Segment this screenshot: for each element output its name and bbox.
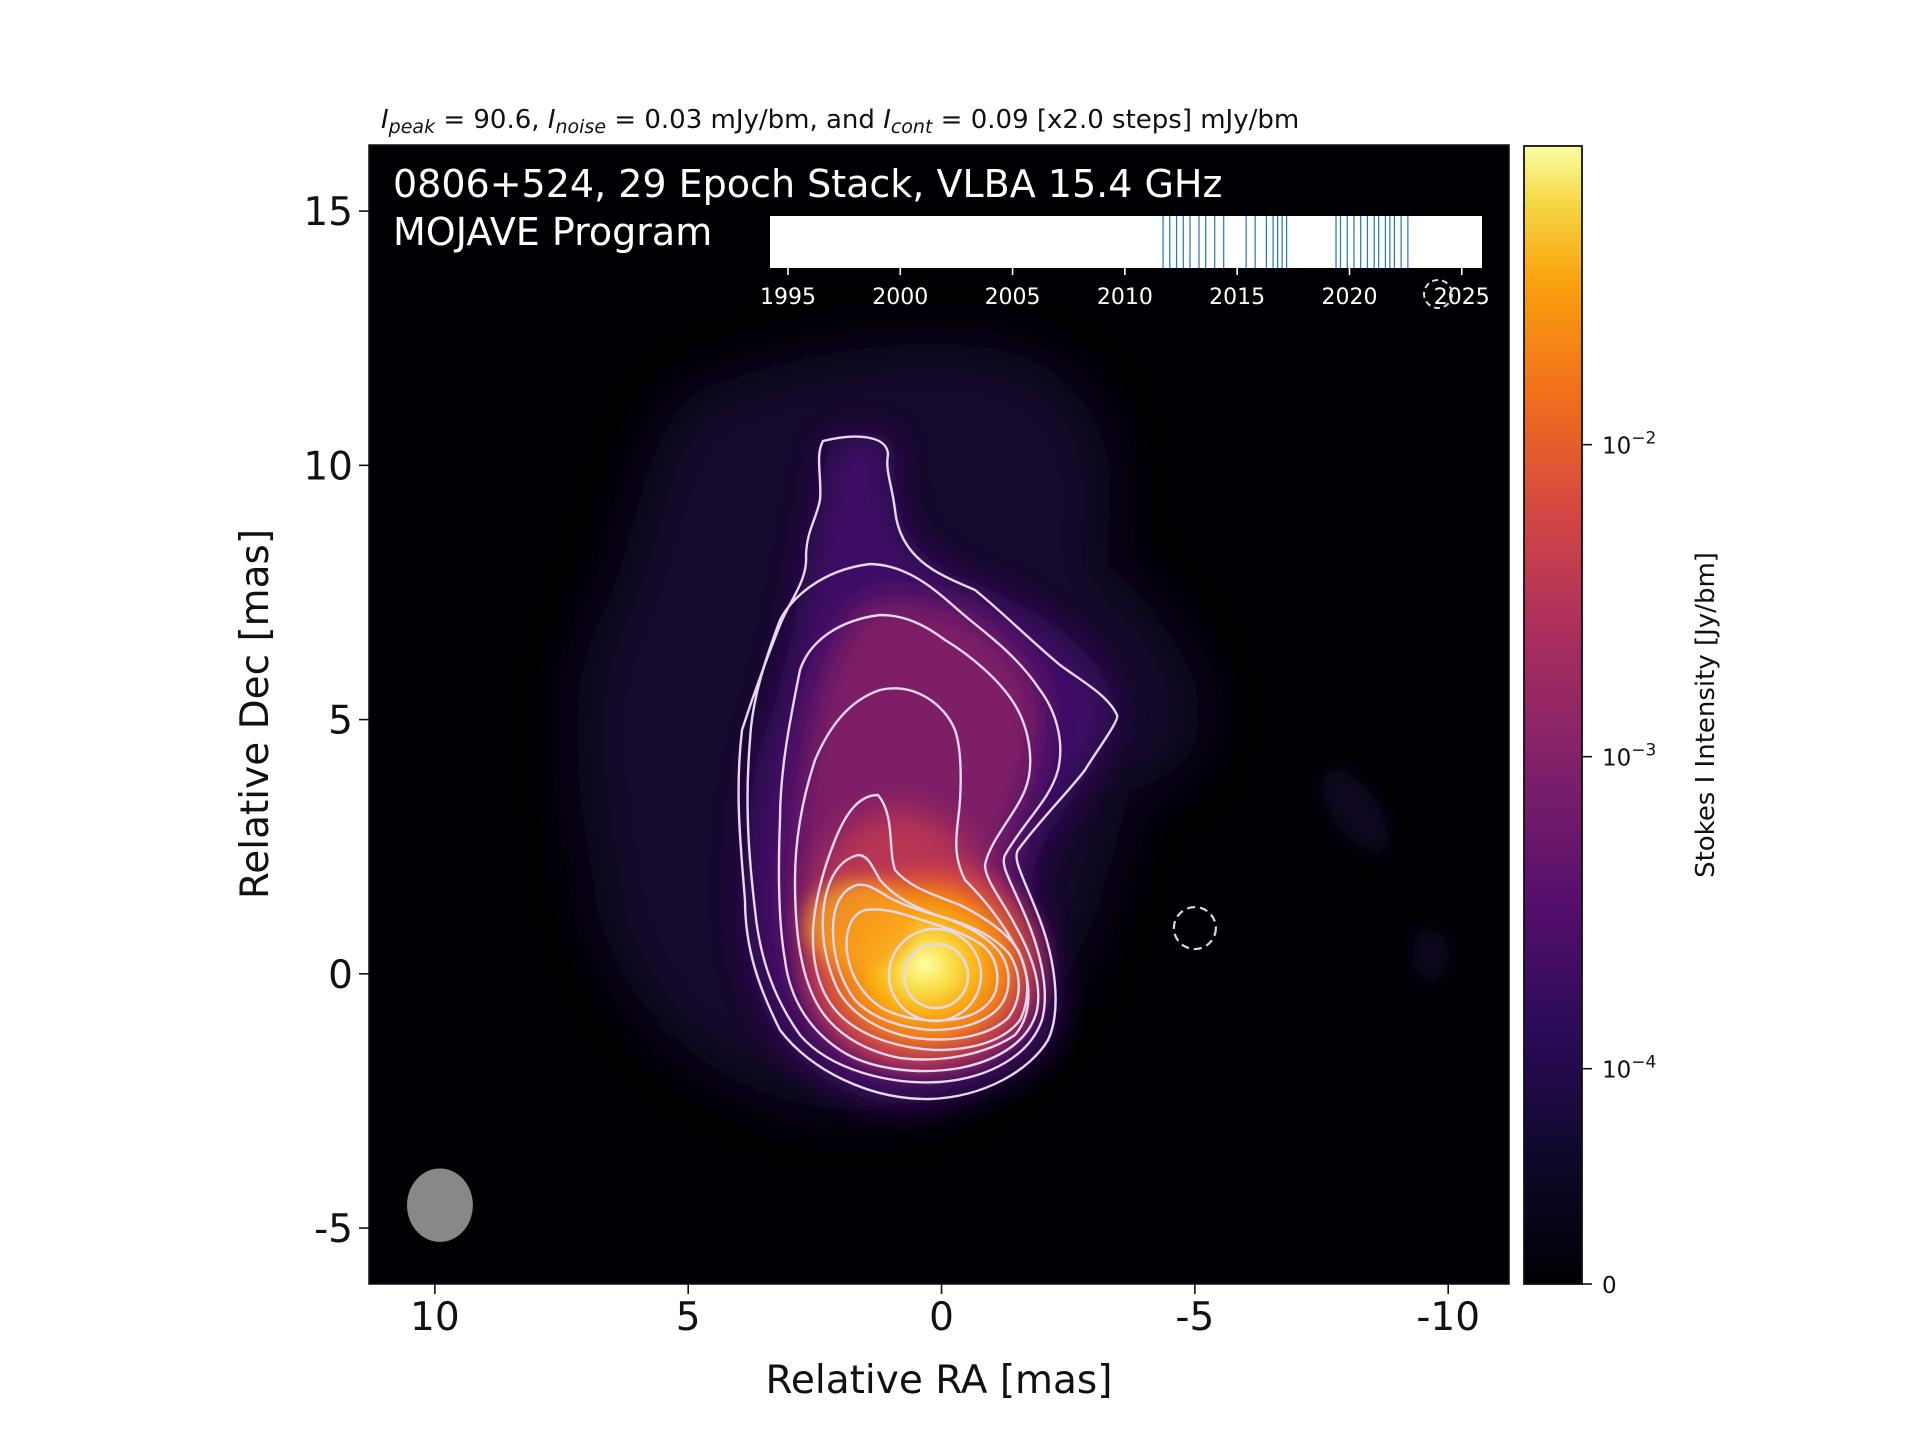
x-tick-label: 0	[929, 1295, 954, 1340]
epoch-tick-label: 2025	[1434, 285, 1490, 310]
image-panel: 0806+524, 29 Epoch Stack, VLBA 15.4 GHz …	[368, 144, 1510, 1285]
program-annotation: MOJAVE Program	[393, 210, 712, 254]
x-tick-label: -10	[1416, 1295, 1480, 1340]
colorbar: 0 10−4 10−3 10−2 Stokes I Intensity [Jy/bm]	[1523, 145, 1721, 1299]
colorbar-tick-label: 10−4	[1602, 1053, 1656, 1084]
negative-contour-inset	[1423, 279, 1453, 309]
epoch-tick-label: 2000	[872, 285, 928, 310]
x-tick-label: 10	[410, 1295, 460, 1340]
epoch-timeline-background	[770, 216, 1482, 268]
colorbar-label: Stokes I Intensity [Jy/bm]	[1691, 552, 1721, 878]
y-tick-label: 10	[303, 444, 353, 489]
knot-emission	[805, 880, 915, 970]
contour-level-5	[811, 793, 1029, 1052]
beam-ellipse	[407, 1168, 473, 1242]
y-axis-label: Relative Dec [mas]	[233, 529, 278, 899]
contour-level-7	[831, 883, 1010, 1032]
source-annotation: 0806+524, 29 Epoch Stack, VLBA 15.4 GHz	[393, 162, 1222, 206]
epoch-lines	[1162, 216, 1409, 268]
x-tick-label: 5	[676, 1295, 701, 1340]
plot-title: Ipeak = 90.6, Inoise = 0.03 mJy/bm, and …	[381, 105, 1299, 138]
contour-level-3	[777, 613, 1040, 1073]
negative-contour	[1172, 905, 1217, 951]
contour-level-9	[887, 927, 983, 1023]
epoch-ticks: 1995 2000 2005 2010 2015 2020 2025	[760, 268, 1490, 310]
epoch-tick-label: 1995	[760, 285, 816, 310]
y-tick-label: 5	[328, 699, 353, 744]
faint-blob	[1412, 929, 1448, 981]
contours	[737, 435, 1119, 1101]
epoch-timeline: 1995 2000 2005 2010 2015 2020 2025	[760, 216, 1490, 310]
contour-level-2	[746, 562, 1062, 1084]
image-frame	[368, 144, 1510, 1285]
contour-level-4	[793, 687, 1030, 1061]
epoch-tick-label: 2020	[1321, 285, 1377, 310]
epoch-tick-label: 2005	[985, 285, 1041, 310]
epoch-tick-label: 2010	[1097, 285, 1153, 310]
colorbar-tick-label: 0	[1602, 1273, 1617, 1299]
x-axis-label: Relative RA [mas]	[766, 1358, 1113, 1403]
colorbar-ticks: 0 10−4 10−3 10−2	[1582, 429, 1656, 1299]
epoch-tick-label: 2015	[1209, 285, 1265, 310]
contour-level-10	[902, 942, 970, 1010]
y-tick-label: 0	[328, 953, 353, 998]
colorbar-tick-label: 10−2	[1602, 429, 1656, 460]
contour-level-6	[821, 853, 1020, 1041]
y-axis-ticks: -5 0 5 10 15	[303, 190, 369, 1252]
x-axis-ticks: 10 5 0 -5 -10	[410, 1284, 1480, 1340]
faint-blob	[1322, 768, 1388, 852]
colorbar-gradient	[1523, 145, 1583, 1285]
y-tick-label: -5	[314, 1207, 353, 1252]
contour-level-8	[845, 908, 999, 1022]
colorbar-tick-label: 10−3	[1602, 741, 1656, 772]
x-tick-label: -5	[1175, 1295, 1214, 1340]
y-tick-label: 15	[303, 190, 353, 235]
